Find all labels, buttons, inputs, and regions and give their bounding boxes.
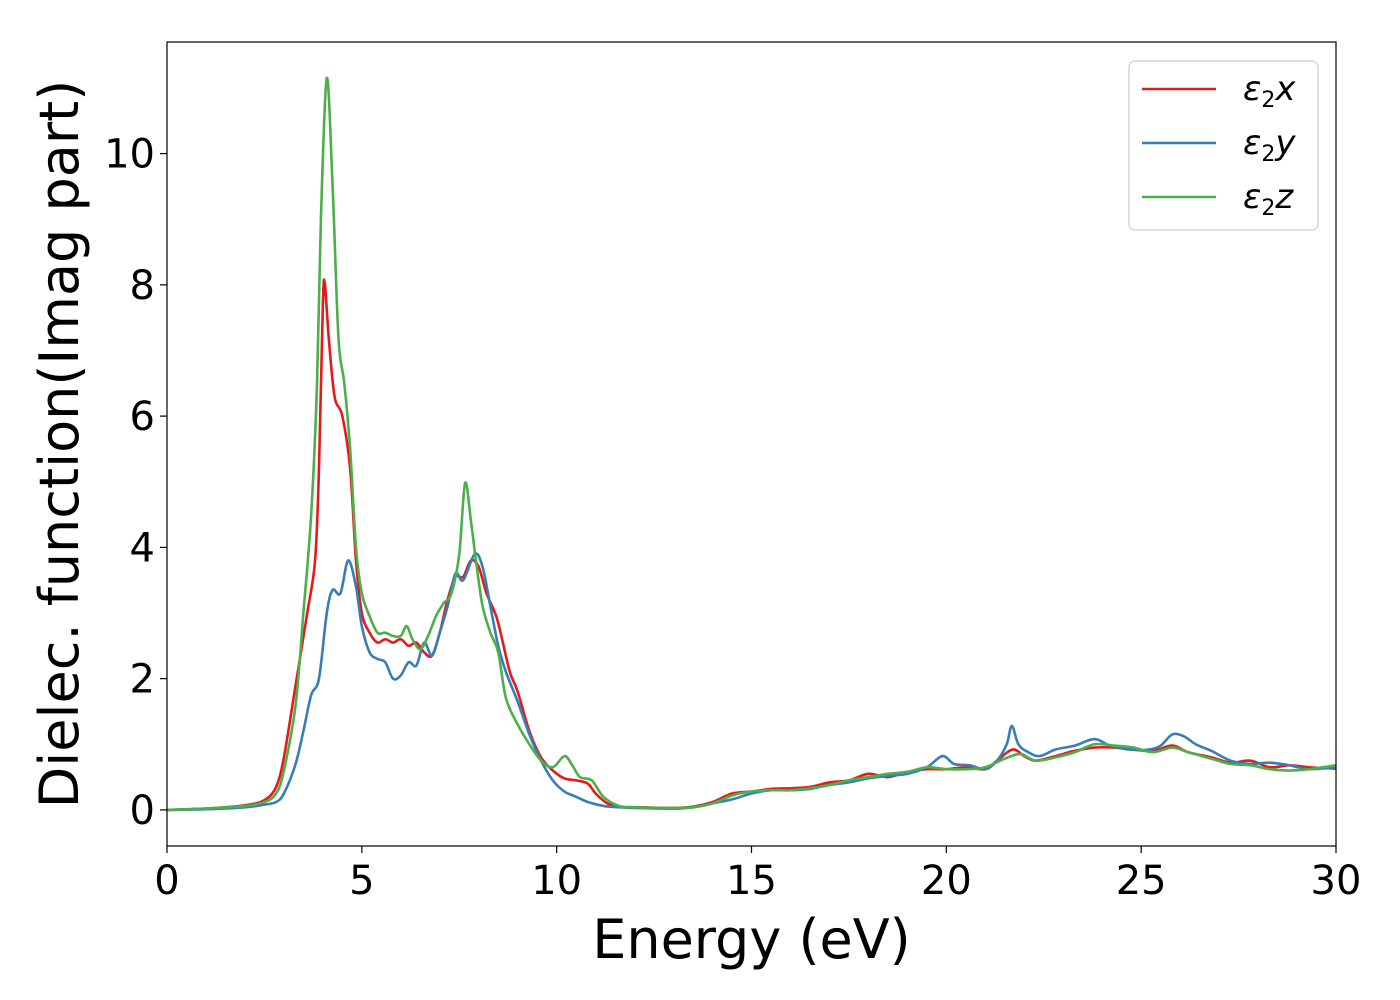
x-tick-label: 30 — [1311, 858, 1362, 904]
y-tick-label: 6 — [130, 394, 155, 440]
y-axis-ticks: 0 2 4 6 8 10 — [104, 132, 167, 834]
y-tick-label: 2 — [130, 657, 155, 703]
y-tick-label: 10 — [104, 132, 155, 178]
series-layer — [166, 76, 1337, 812]
series-line-z — [166, 76, 1337, 812]
x-tick-label: 20 — [921, 858, 972, 904]
x-axis-label: Energy (eV) — [592, 908, 911, 971]
x-tick-label: 0 — [154, 858, 179, 904]
y-tick-label: 8 — [130, 263, 155, 309]
legend: ε2x ε2y ε2z — [1128, 60, 1319, 231]
x-tick-label: 10 — [531, 858, 582, 904]
legend-label-z: ε2z — [1243, 177, 1294, 221]
x-tick-label: 5 — [349, 858, 374, 904]
legend-box — [1128, 60, 1319, 231]
y-axis-label: Dielec. function(Imag part) — [28, 80, 91, 809]
x-tick-label: 15 — [726, 858, 777, 904]
x-axis-ticks: 0 5 10 15 20 25 30 — [154, 846, 1361, 904]
series-line-y — [166, 552, 1337, 812]
legend-label-x: ε2x — [1243, 69, 1296, 113]
series-line-x — [166, 278, 1337, 812]
y-tick-label: 0 — [130, 788, 155, 834]
x-tick-label: 25 — [1116, 858, 1167, 904]
legend-label-y: ε2y — [1243, 123, 1296, 167]
y-tick-label: 4 — [130, 525, 155, 571]
